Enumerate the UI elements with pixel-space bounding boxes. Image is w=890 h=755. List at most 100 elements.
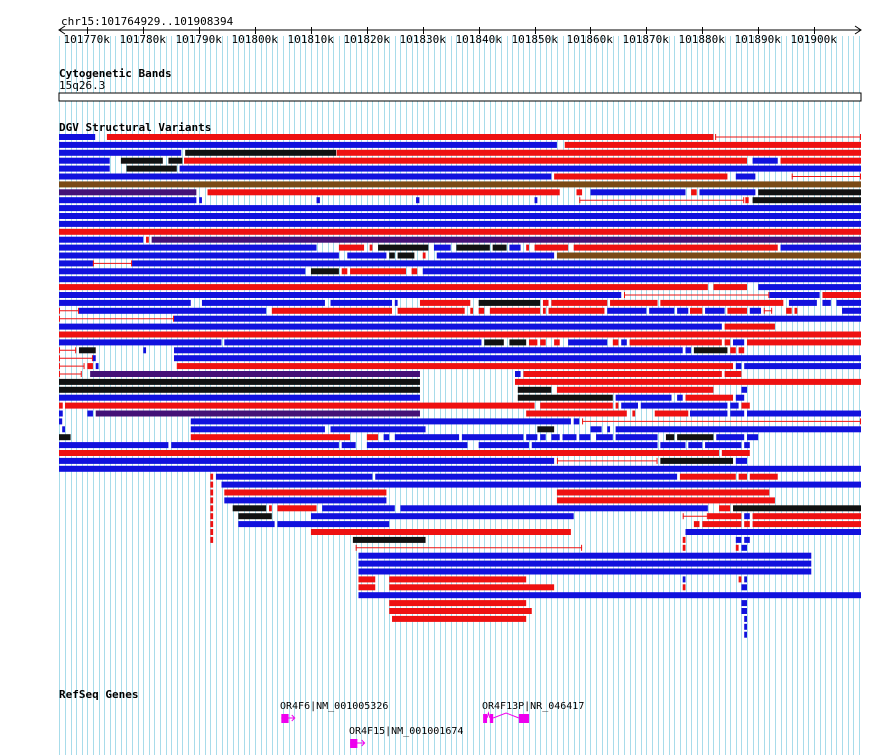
loss-variant[interactable]: [59, 394, 420, 401]
variant-connector[interactable]: [579, 197, 745, 204]
loss-variant[interactable]: [59, 134, 96, 140]
loss-variant[interactable]: [744, 363, 861, 370]
loss-variant[interactable]: [752, 157, 778, 164]
loss-variant[interactable]: [685, 347, 692, 354]
inversion-variant[interactable]: [733, 505, 861, 512]
loss-variant[interactable]: [59, 410, 63, 417]
loss-variant[interactable]: [688, 442, 703, 449]
gain-variant[interactable]: [556, 497, 775, 504]
gain-variant[interactable]: [752, 513, 861, 520]
complex-variant[interactable]: [59, 189, 197, 196]
inversion-variant[interactable]: [238, 513, 272, 520]
gain-variant[interactable]: [369, 244, 373, 251]
gain-variant[interactable]: [691, 189, 697, 196]
gain-variant[interactable]: [350, 268, 406, 275]
scroll-right-arrow-icon[interactable]: [854, 25, 862, 35]
gain-variant[interactable]: [59, 284, 708, 291]
gain-variant[interactable]: [184, 157, 747, 164]
loss-variant[interactable]: [190, 418, 571, 425]
gain-variant[interactable]: [277, 505, 317, 512]
inversion-variant[interactable]: [78, 347, 96, 354]
gain-variant[interactable]: [721, 450, 750, 456]
loss-variant[interactable]: [780, 244, 861, 251]
loss-variant[interactable]: [132, 260, 861, 267]
loss-variant[interactable]: [741, 386, 747, 393]
gain-variant[interactable]: [87, 363, 93, 370]
gain-variant[interactable]: [556, 489, 770, 496]
gain-variant[interactable]: [210, 529, 214, 535]
gain-variant[interactable]: [59, 450, 720, 456]
loss-variant[interactable]: [596, 434, 613, 441]
loss-variant[interactable]: [699, 189, 756, 196]
variant-connector[interactable]: [355, 544, 583, 551]
gain-variant[interactable]: [610, 299, 658, 306]
position-ruler[interactable]: [58, 25, 862, 35]
gain-variant[interactable]: [724, 339, 731, 346]
inversion-variant[interactable]: [126, 165, 177, 172]
loss-variant[interactable]: [534, 197, 538, 204]
inversion-variant[interactable]: [59, 434, 71, 441]
gain-variant[interactable]: [336, 149, 861, 156]
loss-variant[interactable]: [190, 426, 325, 433]
loss-variant[interactable]: [59, 157, 110, 164]
loss-variant[interactable]: [744, 442, 750, 449]
gain-variant[interactable]: [59, 331, 861, 338]
loss-variant[interactable]: [716, 434, 745, 441]
loss-variant[interactable]: [358, 552, 812, 559]
loss-variant[interactable]: [579, 434, 591, 441]
loss-variant[interactable]: [316, 197, 320, 204]
inversion-variant[interactable]: [509, 339, 527, 346]
gain-variant[interactable]: [106, 134, 714, 140]
loss-variant[interactable]: [461, 434, 524, 441]
loss-variant[interactable]: [744, 631, 747, 638]
loss-variant[interactable]: [59, 213, 861, 219]
gain-variant[interactable]: [392, 615, 527, 622]
variant-connector[interactable]: [682, 513, 708, 520]
gain-variant[interactable]: [822, 292, 861, 298]
loss-variant[interactable]: [822, 299, 831, 306]
gain-variant[interactable]: [269, 505, 272, 512]
gene-feature[interactable]: [350, 739, 366, 748]
loss-variant[interactable]: [615, 394, 672, 401]
gain-variant[interactable]: [470, 307, 474, 314]
gain-variant[interactable]: [366, 434, 379, 441]
gain-variant[interactable]: [685, 394, 734, 401]
inversion-variant[interactable]: [660, 457, 734, 464]
gain-variant[interactable]: [489, 307, 541, 314]
loss-variant[interactable]: [95, 363, 99, 370]
loss-variant[interactable]: [526, 434, 538, 441]
loss-variant[interactable]: [705, 307, 725, 314]
loss-variant[interactable]: [224, 339, 482, 346]
loss-variant[interactable]: [746, 410, 861, 417]
loss-variant[interactable]: [416, 197, 420, 204]
loss-variant[interactable]: [758, 284, 861, 291]
gain-variant[interactable]: [738, 576, 742, 583]
gain-variant[interactable]: [210, 513, 214, 520]
inversion-variant[interactable]: [59, 378, 420, 385]
gain-variant[interactable]: [146, 236, 149, 243]
inversion-variant[interactable]: [232, 505, 267, 512]
gene-exon[interactable]: [483, 714, 488, 723]
gain-variant[interactable]: [746, 339, 861, 346]
gain-variant[interactable]: [554, 339, 560, 346]
loss-variant[interactable]: [171, 442, 339, 449]
other-variant[interactable]: [59, 181, 861, 188]
gain-variant[interactable]: [542, 299, 549, 306]
loss-variant[interactable]: [59, 244, 317, 251]
inversion-variant[interactable]: [665, 434, 675, 441]
gene-exon[interactable]: [350, 739, 358, 748]
variant-connector[interactable]: [59, 355, 93, 362]
variant-connector[interactable]: [715, 134, 861, 140]
loss-variant[interactable]: [59, 292, 622, 298]
gain-variant[interactable]: [629, 339, 722, 346]
loss-variant[interactable]: [749, 307, 761, 314]
gain-variant[interactable]: [528, 339, 538, 346]
inversion-variant[interactable]: [185, 149, 337, 156]
loss-variant[interactable]: [682, 576, 686, 583]
gain-variant[interactable]: [542, 307, 546, 314]
gain-variant[interactable]: [735, 544, 739, 551]
loss-variant[interactable]: [744, 576, 747, 583]
gain-variant[interactable]: [573, 244, 778, 251]
inversion-variant[interactable]: [758, 189, 861, 196]
loss-variant[interactable]: [59, 465, 861, 472]
